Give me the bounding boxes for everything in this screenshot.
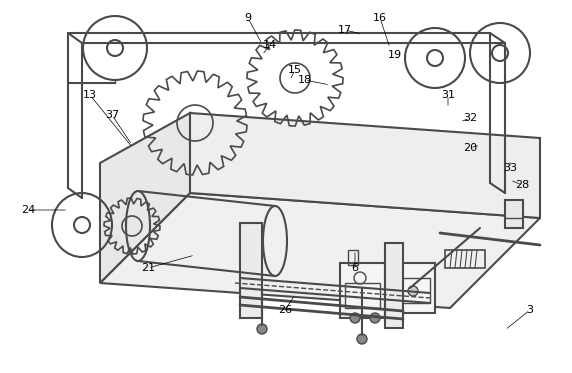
Text: 19: 19 — [388, 50, 402, 60]
Text: 9: 9 — [244, 13, 252, 23]
Text: 24: 24 — [21, 205, 35, 215]
Polygon shape — [190, 113, 540, 218]
Circle shape — [370, 313, 380, 323]
Text: 37: 37 — [105, 110, 119, 120]
Bar — [400, 278, 430, 303]
Bar — [240, 223, 262, 318]
Text: 26: 26 — [278, 305, 292, 315]
Text: 21: 21 — [141, 263, 155, 273]
Bar — [340, 263, 385, 318]
Bar — [445, 250, 485, 268]
Text: 33: 33 — [503, 163, 517, 173]
Text: 15: 15 — [288, 65, 302, 75]
Text: 17: 17 — [338, 25, 352, 35]
Circle shape — [408, 286, 418, 296]
Text: 18: 18 — [298, 75, 312, 85]
Text: 20: 20 — [463, 143, 477, 153]
Bar — [345, 283, 380, 308]
Polygon shape — [100, 193, 540, 308]
Bar — [505, 200, 523, 228]
Text: 6: 6 — [352, 263, 359, 273]
Text: 14: 14 — [263, 40, 277, 50]
Text: 16: 16 — [373, 13, 387, 23]
Text: 13: 13 — [83, 90, 97, 100]
Text: 3: 3 — [526, 305, 534, 315]
Circle shape — [350, 313, 360, 323]
Text: 31: 31 — [441, 90, 455, 100]
Text: 28: 28 — [515, 180, 529, 190]
Circle shape — [357, 334, 367, 344]
Polygon shape — [100, 113, 190, 283]
Circle shape — [257, 324, 267, 334]
Bar — [395, 263, 435, 313]
Bar — [348, 250, 358, 265]
Text: 32: 32 — [463, 113, 477, 123]
Bar — [385, 243, 403, 328]
